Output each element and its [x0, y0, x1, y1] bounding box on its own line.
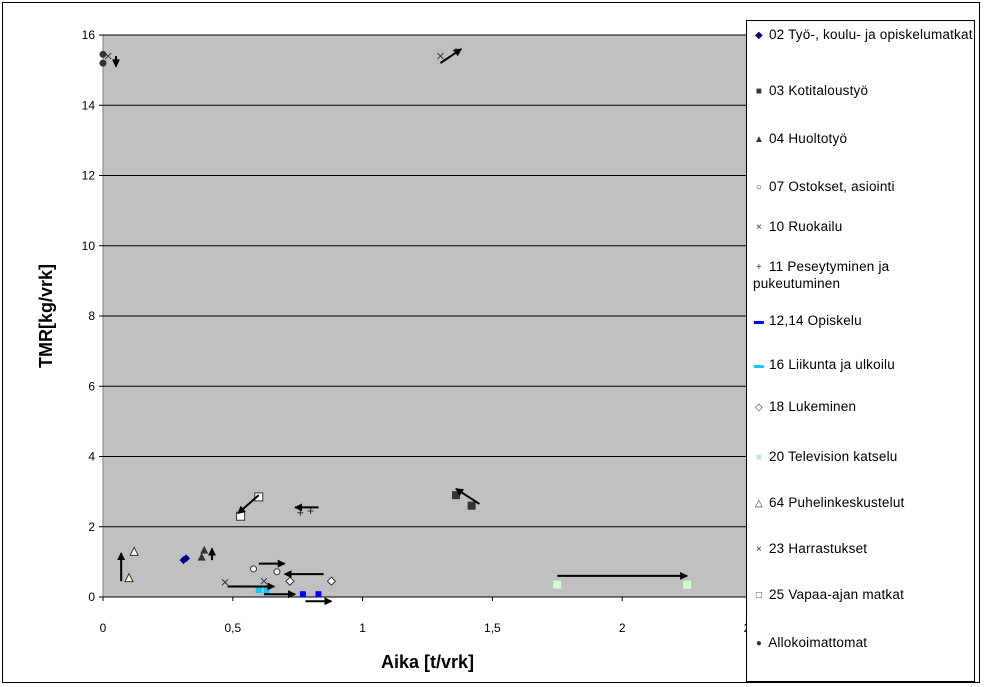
data-point-series-8: [326, 576, 337, 586]
data-point-series-5: [307, 507, 314, 514]
legend-label: 18 Lukeminen: [765, 399, 857, 414]
x-tick-label: 2: [619, 621, 626, 635]
data-point-series-7: [255, 586, 262, 593]
y-tick-label: 16: [82, 28, 96, 42]
x-tick-label: 1: [359, 621, 366, 635]
data-point-series-6: [315, 591, 322, 598]
y-tick-label: 14: [82, 98, 96, 112]
data-point-series-2: [200, 545, 209, 554]
data-point-series-7: [263, 587, 270, 594]
legend-marker-icon: ■: [755, 86, 763, 97]
data-point-series-11: [221, 578, 229, 586]
legend-marker-icon: ◆: [755, 30, 763, 41]
legend-marker-icon: ○: [755, 182, 763, 193]
legend-marker-icon: ▬: [753, 316, 765, 327]
data-point-series-9: [553, 580, 562, 589]
legend-marker-icon: ●: [755, 638, 763, 649]
y-axis-title: TMR[kg/vrk]: [36, 264, 56, 368]
y-tick-label: 4: [88, 450, 95, 464]
legend-item: ● Allokoimattomat: [753, 635, 975, 652]
legend-label: 25 Vapaa-ajan matkat: [765, 587, 905, 602]
data-point-series-1: [467, 501, 476, 510]
legend-item: ◇ 18 Lukeminen: [753, 399, 975, 416]
legend: ◆ 02 Työ-, koulu- ja opiskelumatkat ■ 03 …: [746, 20, 975, 682]
y-tick-label: 6: [88, 379, 95, 393]
data-point-series-13: [99, 50, 107, 58]
y-tick-label: 0: [88, 590, 95, 604]
data-point-series-1: [452, 491, 461, 500]
legend-label: 16 Liikunta ja ulkoilu: [765, 357, 895, 372]
legend-label: 03 Kotitaloustyö: [765, 83, 869, 98]
legend-marker-icon: ◇: [755, 402, 763, 413]
data-point-series-11: [260, 577, 268, 585]
legend-item: ▬ 16 Liikunta ja ulkoilu: [753, 357, 975, 374]
data-point-series-3: [250, 565, 258, 573]
x-tick-label: 0,5: [224, 621, 241, 635]
legend-label: 07 Ostokset, asiointi: [765, 179, 895, 194]
legend-item: + 11 Peseytyminen ja pukeutuminen: [753, 259, 975, 292]
y-tick-label: 10: [82, 239, 96, 253]
y-tick-label: 2: [88, 520, 95, 534]
data-point-series-2: [197, 552, 206, 561]
data-point-series-4: [437, 52, 444, 60]
y-tick-label: 12: [82, 169, 96, 183]
legend-item: ■ 03 Kotitaloustyö: [753, 83, 975, 100]
legend-marker-icon: □: [755, 590, 763, 601]
data-point-series-8: [285, 576, 295, 586]
legend-label: 64 Puhelinkeskustelut: [765, 495, 905, 510]
x-tick-label: 1,5: [484, 621, 501, 635]
data-point-series-12: [236, 511, 246, 521]
legend-marker-icon: ×: [755, 544, 763, 555]
data-point-series-0: [182, 554, 191, 563]
data-point-series-10: [129, 546, 139, 556]
legend-item: × 10 Ruokailu: [753, 219, 975, 236]
change-arrow: [237, 494, 260, 515]
legend-label: 04 Huoltotyö: [765, 131, 848, 146]
data-point-series-9: [683, 580, 692, 589]
legend-marker-icon: ▬: [753, 360, 765, 371]
legend-item: △ 64 Puhelinkeskustelut: [753, 495, 975, 512]
data-point-series-13: [99, 59, 107, 67]
legend-item: ■ 20 Television katselu: [753, 449, 975, 466]
legend-label: 12,14 Opiskelu: [765, 313, 862, 328]
x-tick-label: 0: [100, 621, 107, 635]
legend-item: ○ 07 Ostokset, asiointi: [753, 179, 975, 196]
legend-marker-icon: ■: [755, 452, 763, 463]
legend-marker-icon: +: [755, 262, 763, 273]
legend-marker-icon: ▲: [753, 134, 765, 145]
legend-marker-icon: △: [755, 498, 763, 509]
legend-item: ▬ 12,14 Opiskelu: [753, 313, 975, 330]
data-point-series-10: [124, 572, 134, 583]
legend-item: ▲ 04 Huoltotyö: [753, 131, 975, 148]
legend-label: 10 Ruokailu: [765, 219, 843, 234]
legend-item: ◆ 02 Työ-, koulu- ja opiskelumatkat: [753, 27, 975, 44]
legend-item: × 23 Harrastukset: [753, 541, 975, 558]
change-arrow: [455, 487, 480, 505]
legend-label: 20 Television katselu: [765, 449, 898, 464]
legend-label: 11 Peseytyminen ja pukeutuminen: [753, 259, 894, 291]
legend-item: □ 25 Vapaa-ajan matkat: [753, 587, 975, 604]
y-tick-label: 8: [88, 309, 95, 323]
data-point-series-3: [273, 568, 281, 576]
legend-label: Allokoimattomat: [765, 635, 868, 650]
legend-label: 02 Työ-, koulu- ja opiskelumatkat: [765, 27, 973, 42]
data-point-series-6: [299, 591, 306, 598]
change-arrow: [439, 48, 463, 64]
legend-label: 23 Harrastukset: [765, 541, 868, 556]
x-axis-title: Aika [t/vrk]: [381, 652, 474, 672]
legend-marker-icon: ×: [755, 222, 763, 233]
data-point-series-12: [254, 492, 264, 502]
